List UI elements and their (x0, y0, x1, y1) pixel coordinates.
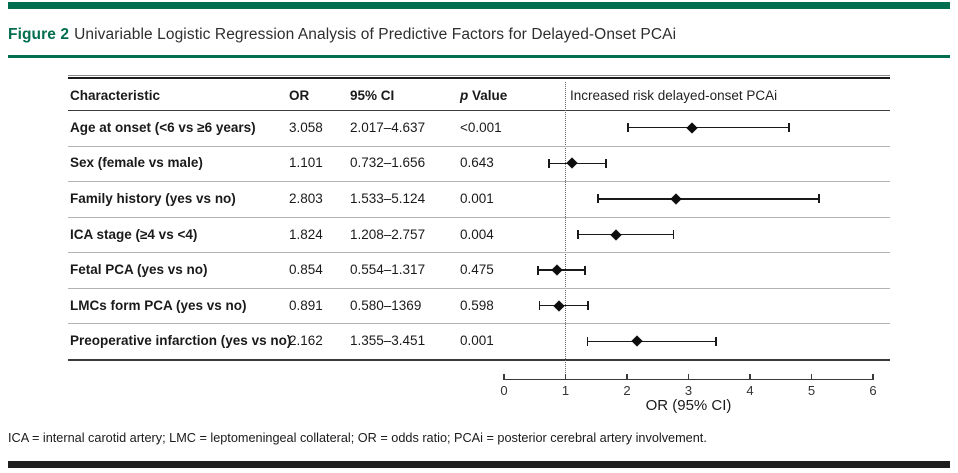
ci-whisker-line (587, 340, 717, 342)
figure-footnote: ICA = internal carotid artery; LMC = lep… (8, 431, 707, 445)
row-or: 2.803 (289, 190, 323, 206)
axis-tick (810, 374, 813, 380)
axis-tick (564, 374, 567, 380)
ci-whisker-line (598, 198, 820, 200)
table-header-rule (68, 110, 890, 111)
row-separator (68, 181, 890, 183)
row-characteristic: Sex (female vs male) (70, 155, 203, 171)
axis-tick-label: 3 (684, 383, 693, 398)
or-point-marker (550, 264, 563, 276)
row-p-value: 0.475 (460, 262, 494, 278)
or-point-marker (553, 299, 565, 312)
ci-cap-left (538, 301, 541, 311)
row-ci: 0.554–1.317 (350, 262, 426, 278)
ci-cap-left (627, 123, 629, 133)
column-header-ci: 95% CI (350, 88, 395, 103)
plot-header: Increased risk delayed-onset PCAi (570, 88, 778, 103)
row-or: 1.824 (289, 226, 323, 242)
ci-whisker-line (578, 233, 674, 236)
row-separator (68, 216, 890, 218)
row-or: 0.854 (289, 262, 323, 278)
ci-cap-left (586, 336, 589, 346)
top-accent-bar (8, 2, 950, 9)
column-header-or: OR (289, 88, 310, 103)
row-or: 2.162 (289, 333, 323, 349)
row-characteristic: Fetal PCA (yes vs no) (70, 262, 208, 278)
axis-tick-label: 4 (746, 383, 754, 398)
row-p-value: 0.001 (460, 333, 494, 349)
ci-cap-right (605, 158, 607, 168)
figure-title-text: Univariable Logistic Regression Analysis… (74, 26, 677, 43)
or-point-marker (610, 228, 622, 241)
axis-tick-label: 6 (869, 383, 877, 398)
row-p-value: 0.643 (460, 155, 494, 171)
or-point-marker (670, 193, 683, 205)
ci-whisker-line (549, 162, 606, 165)
figure-title: Figure 2 Univariable Logistic Regression … (8, 26, 676, 44)
ci-cap-right (587, 301, 589, 311)
row-separator (68, 145, 890, 147)
row-p-value: 0.001 (460, 190, 494, 206)
x-axis-label: OR (95% CI) (645, 397, 732, 414)
axis-tick-label: 1 (561, 383, 570, 398)
row-p-value: <0.001 (460, 119, 502, 135)
title-divider-rule (8, 55, 950, 58)
ci-cap-left (597, 194, 600, 204)
row-ci: 1.533–5.124 (350, 190, 426, 206)
row-characteristic: LMCs form PCA (yes vs no) (70, 297, 247, 313)
row-or: 0.891 (289, 297, 323, 313)
table-top-rule-thin (68, 75, 890, 76)
column-header-characteristic: Characteristic (70, 88, 161, 103)
row-ci: 2.017–4.637 (350, 119, 426, 135)
row-ci: 1.208–2.757 (350, 226, 426, 242)
row-p-value: 0.598 (460, 297, 494, 313)
or-point-marker (631, 335, 643, 347)
table-top-rule-thick (68, 77, 890, 79)
or-point-marker (566, 157, 578, 170)
ci-whisker-line (628, 127, 790, 129)
p-value-word: Value (472, 88, 508, 103)
axis-tick-label: 5 (807, 383, 816, 398)
ci-cap-left (548, 158, 550, 168)
row-or: 1.101 (289, 155, 323, 171)
row-separator (68, 323, 890, 325)
row-or: 3.058 (289, 119, 323, 135)
axis-tick (626, 374, 628, 380)
figure-number-label: Figure 2 (8, 26, 70, 43)
axis-tick-label: 0 (500, 383, 508, 398)
column-header-pvalue: p Value (460, 88, 507, 103)
row-ci: 0.732–1.656 (350, 155, 426, 171)
ci-cap-right (584, 265, 586, 275)
axis-tick (687, 374, 690, 380)
row-p-value: 0.004 (460, 226, 494, 242)
row-characteristic: Family history (yes vs no) (70, 190, 236, 206)
ci-cap-left (577, 230, 580, 239)
or-point-marker (686, 122, 698, 134)
row-separator (68, 287, 890, 289)
row-characteristic: Age at onset (<6 vs ≥6 years) (70, 119, 256, 135)
ci-cap-right (672, 230, 675, 239)
ci-cap-right (818, 194, 820, 204)
row-characteristic: ICA stage (≥4 vs <4) (70, 226, 198, 242)
ci-cap-left (537, 265, 539, 275)
table-bottom-rule (68, 359, 890, 361)
row-ci: 0.580–1369 (350, 297, 422, 313)
p-italic: p (460, 88, 469, 103)
axis-tick-label: 2 (623, 383, 631, 398)
axis-tick (749, 374, 751, 380)
row-ci: 1.355–3.451 (350, 333, 426, 349)
axis-tick (503, 374, 505, 380)
ci-cap-right (715, 336, 718, 346)
row-separator (68, 252, 890, 254)
ci-cap-right (788, 123, 790, 133)
row-characteristic: Preoperative infarction (yes vs no) (70, 333, 292, 349)
axis-tick (872, 374, 874, 380)
bottom-accent-bar (8, 461, 950, 468)
reference-line-or-1 (565, 82, 566, 379)
